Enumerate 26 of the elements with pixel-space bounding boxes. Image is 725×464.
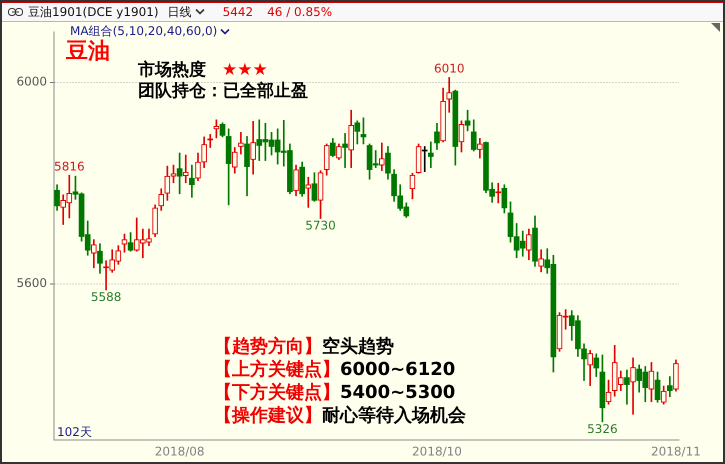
annotation: 102天 xyxy=(57,425,92,440)
annotation: 5816 xyxy=(54,159,85,174)
annotation: 市场热度 xyxy=(138,60,206,80)
annotation: MA组合(5,10,20,40,60,0) xyxy=(70,24,218,38)
annotation: 【趋势方向】空头趋势 xyxy=(214,336,394,358)
annotation: 5588 xyxy=(90,290,122,304)
annotation: 【下方关键点】5400~5300 xyxy=(214,382,456,404)
annotation: 5326 xyxy=(587,422,618,436)
annotation: 团队持仓：已全部止盈 xyxy=(138,81,308,102)
x-tick-label: 2018/08 xyxy=(154,444,205,458)
candlestick xyxy=(342,133,348,168)
annotation: 【操作建议】耐心等待入场机会 xyxy=(214,405,466,427)
annotation: 5730 xyxy=(305,218,336,233)
text: 5442 xyxy=(222,4,254,20)
annotation: ★★★ xyxy=(222,60,268,80)
annotation: 6010 xyxy=(434,62,464,76)
text: 46 / 0.85% xyxy=(267,4,332,20)
annotation: 豆油 xyxy=(66,39,110,66)
y-tick-label: 6000 xyxy=(16,74,47,89)
text: 日线 xyxy=(168,4,192,20)
annotation: 【上方关键点】6000~6120 xyxy=(214,359,456,381)
candlestick xyxy=(360,117,366,144)
x-tick-label: 2018/10 xyxy=(412,444,462,458)
y-tick-label: 5600 xyxy=(16,276,47,290)
chart-title: 豆油1901(DCE y1901) xyxy=(28,4,159,20)
x-tick-label: 2018/11 xyxy=(651,444,701,458)
